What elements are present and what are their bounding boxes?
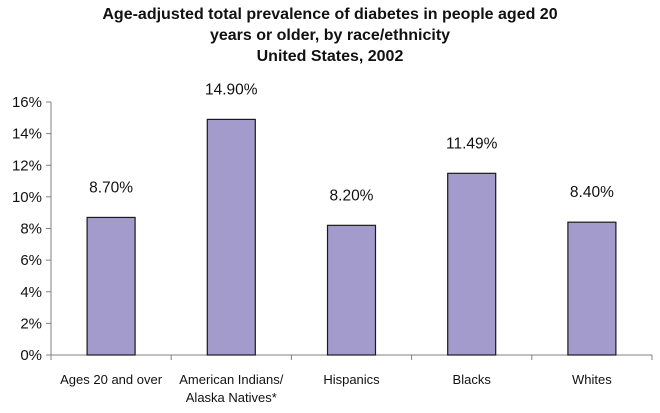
bar: [86, 216, 136, 356]
chart-title: Age-adjusted total prevalence of diabete…: [102, 6, 557, 65]
y-tick-label: 8%: [20, 221, 42, 238]
y-tick-label: 0%: [20, 347, 42, 364]
bars: [86, 118, 617, 356]
bar: [326, 224, 377, 356]
bar: [567, 221, 617, 356]
bar: [447, 172, 497, 356]
y-axis-ticks: 0% 2% 4% 6% 8% 10% 12% 14% 16%: [12, 94, 51, 364]
chart-title-line: Age-adjusted total prevalence of diabete…: [102, 6, 557, 23]
data-label: 11.49%: [446, 135, 498, 152]
data-label: 8.40%: [570, 184, 614, 201]
data-label: 14.90%: [205, 81, 258, 98]
y-tick-label: 2%: [20, 315, 42, 332]
category-label: Whites: [572, 372, 612, 387]
category-label: American Indians/: [179, 372, 283, 387]
chart-title-line: United States, 2002: [257, 48, 404, 65]
category-label: Blacks: [453, 372, 492, 387]
bar: [206, 118, 256, 356]
y-tick-label: 12%: [12, 157, 42, 174]
data-label: 8.20%: [330, 187, 374, 204]
y-tick-label: 4%: [20, 284, 42, 301]
data-label: 8.70%: [89, 179, 133, 196]
y-tick-label: 14%: [12, 126, 42, 143]
y-tick-label: 16%: [12, 94, 42, 111]
y-tick-label: 6%: [20, 252, 42, 269]
category-label: Alaska Natives*: [186, 390, 277, 405]
data-labels: 8.70% 14.90% 8.20% 11.49% 8.40%: [89, 81, 614, 204]
category-label: Ages 20 and over: [60, 372, 163, 387]
chart-title-line: years or older, by race/ethnicity: [210, 27, 450, 44]
x-axis-categories: Ages 20 and over American Indians/Alaska …: [60, 372, 612, 405]
category-label: Hispanics: [323, 372, 380, 387]
y-tick-label: 10%: [12, 189, 42, 206]
